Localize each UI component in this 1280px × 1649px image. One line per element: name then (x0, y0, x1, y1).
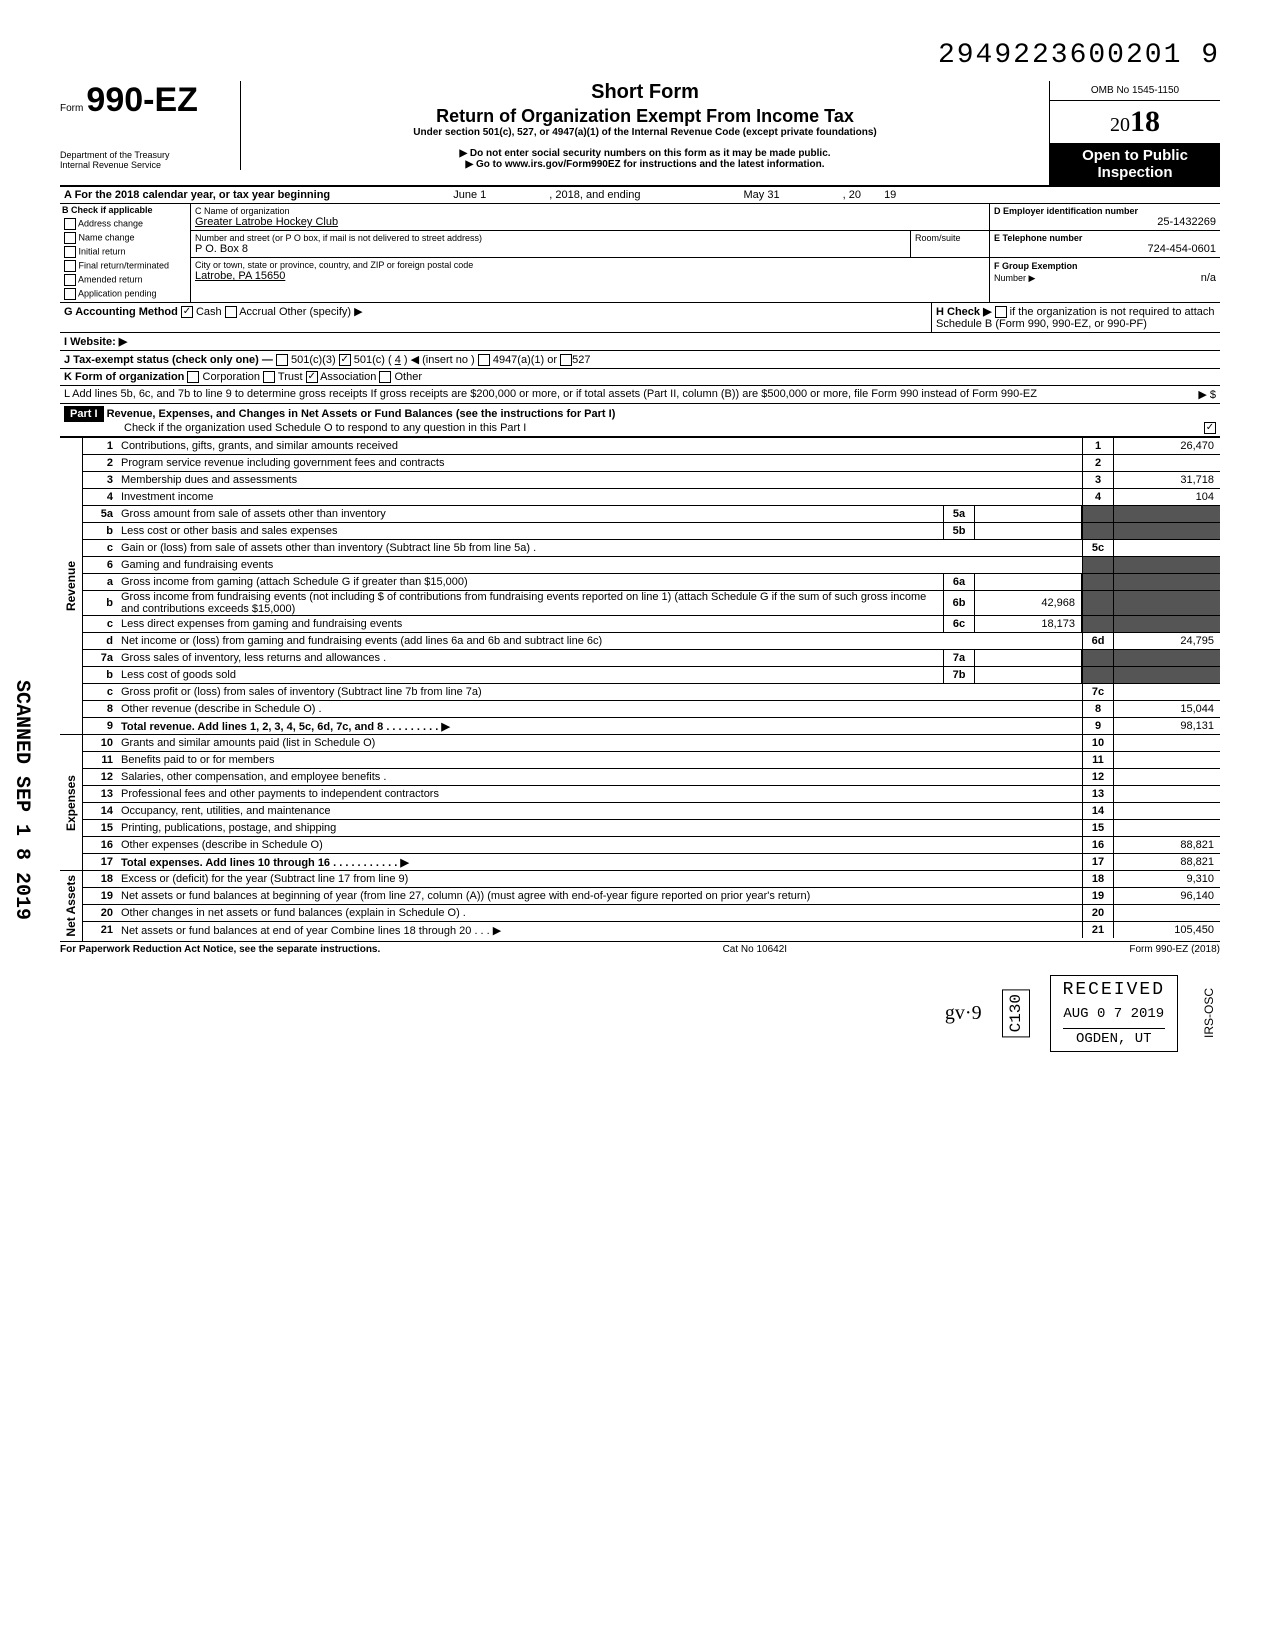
line-a: A For the 2018 calendar year, or tax yea… (60, 187, 1220, 204)
org-name: Greater Latrobe Hockey Club (195, 216, 985, 228)
j-label: J Tax-exempt status (check only one) — (64, 354, 273, 366)
footer-mid: Cat No 10642I (723, 944, 788, 955)
k-trust-checkbox[interactable] (263, 371, 275, 383)
h-checkbox[interactable] (995, 306, 1007, 318)
b-check-item[interactable]: Initial return (62, 245, 188, 259)
footer-left: For Paperwork Reduction Act Notice, see … (60, 944, 380, 955)
j-501c3-checkbox[interactable] (276, 354, 288, 366)
open-public-2: Inspection (1054, 164, 1216, 181)
city: Latrobe, PA 15650 (195, 270, 985, 282)
c130-stamp: C130 (1002, 989, 1030, 1037)
line-row: 3Membership dues and assessments331,718 (83, 471, 1220, 488)
phone: 724-454-0601 (994, 243, 1216, 255)
line-row: 8Other revenue (describe in Schedule O) … (83, 700, 1220, 717)
line-row: 1Contributions, gifts, grants, and simil… (83, 438, 1220, 454)
i-label: I Website: ▶ (64, 336, 127, 348)
open-public-1: Open to Public (1054, 147, 1216, 164)
scanned-stamp: SCANNED SEP 1 8 2019 (10, 680, 33, 920)
dept-line1: Department of the Treasury (60, 150, 230, 160)
irs-osc-stamp: IRS-OSC (1198, 984, 1220, 1042)
form-title-1: Short Form (251, 81, 1039, 104)
line-row: 20Other changes in net assets or fund ba… (83, 904, 1220, 921)
part1-check-text: Check if the organization used Schedule … (124, 422, 526, 434)
addr: P O. Box 8 (195, 243, 906, 255)
cash-checkbox[interactable]: ✓ (181, 306, 193, 318)
c-label: C Name of organization (195, 206, 985, 216)
f-label2: Number ▶ (994, 273, 1035, 283)
part1-checkbox[interactable]: ✓ (1204, 422, 1216, 434)
e-label: E Telephone number (994, 233, 1216, 243)
omb-number: OMB No 1545-1150 (1050, 81, 1220, 101)
footer-right: Form 990-EZ (2018) (1129, 944, 1220, 955)
line-row: cGain or (loss) from sale of assets othe… (83, 539, 1220, 556)
line-row: dNet income or (loss) from gaming and fu… (83, 632, 1220, 649)
d-label: D Employer identification number (994, 206, 1216, 216)
line-row: 13Professional fees and other payments t… (83, 785, 1220, 802)
line-row: cLess direct expenses from gaming and fu… (83, 615, 1220, 632)
revenue-label: Revenue (62, 557, 80, 615)
line-row: 2Program service revenue including gover… (83, 454, 1220, 471)
form-year: 2018 (1050, 101, 1220, 143)
received-stamp: RECEIVED AUG 0 7 2019 OGDEN, UT (1050, 975, 1178, 1052)
line-row: 5aGross amount from sale of assets other… (83, 505, 1220, 522)
h-label: H Check ▶ (936, 306, 992, 318)
k-other-checkbox[interactable] (379, 371, 391, 383)
b-check-item[interactable]: Application pending (62, 287, 188, 301)
line-row: 16Other expenses (describe in Schedule O… (83, 836, 1220, 853)
line-row: 21Net assets or fund balances at end of … (83, 921, 1220, 938)
line-row: 18Excess or (deficit) for the year (Subt… (83, 871, 1220, 887)
k-label: K Form of organization (64, 371, 184, 383)
b-check-item[interactable]: Amended return (62, 273, 188, 287)
l-text: L Add lines 5b, 6c, and 7b to line 9 to … (64, 388, 1037, 400)
line-row: 17Total expenses. Add lines 10 through 1… (83, 853, 1220, 870)
city-label: City or town, state or province, country… (195, 260, 985, 270)
line-row: 7aGross sales of inventory, less returns… (83, 649, 1220, 666)
line-row: 4Investment income4104 (83, 488, 1220, 505)
instruction-2: ▶ Go to www.irs.gov/Form990EZ for instru… (251, 159, 1039, 170)
g-label: G Accounting Method (64, 306, 178, 318)
k-assoc-checkbox[interactable]: ✓ (306, 371, 318, 383)
line-row: bLess cost or other basis and sales expe… (83, 522, 1220, 539)
j-527-checkbox[interactable] (560, 354, 572, 366)
line-row: 15Printing, publications, postage, and s… (83, 819, 1220, 836)
k-corp-checkbox[interactable] (187, 371, 199, 383)
j-4947-checkbox[interactable] (478, 354, 490, 366)
line-row: bGross income from fundraising events (n… (83, 590, 1220, 615)
line-row: aGross income from gaming (attach Schedu… (83, 573, 1220, 590)
f-value: n/a (1201, 272, 1216, 284)
j-501c-checkbox[interactable]: ✓ (339, 354, 351, 366)
f-label: F Group Exemption (994, 261, 1078, 271)
ein: 25-1432269 (994, 216, 1216, 228)
signature: gv·9 (945, 1002, 982, 1025)
b-check-item[interactable]: Name change (62, 231, 188, 245)
netassets-label: Net Assets (62, 871, 80, 941)
part1-label: Part I (64, 406, 104, 422)
line-row: 12Salaries, other compensation, and empl… (83, 768, 1220, 785)
b-check-item[interactable]: Final return/terminated (62, 259, 188, 273)
form-subtitle: Under section 501(c), 527, or 4947(a)(1)… (251, 127, 1039, 138)
line-row: cGross profit or (loss) from sales of in… (83, 683, 1220, 700)
form-title-2: Return of Organization Exempt From Incom… (251, 106, 1039, 127)
line-row: 19Net assets or fund balances at beginni… (83, 887, 1220, 904)
header-number: 2949223600201 9 (60, 40, 1220, 71)
line-row: 14Occupancy, rent, utilities, and mainte… (83, 802, 1220, 819)
instruction-1: ▶ Do not enter social security numbers o… (251, 148, 1039, 159)
b-check-item[interactable]: Address change (62, 217, 188, 231)
line-row: 6Gaming and fundraising events (83, 556, 1220, 573)
line-row: 11Benefits paid to or for members11 (83, 751, 1220, 768)
form-word: Form (60, 103, 83, 114)
line-row: 9Total revenue. Add lines 1, 2, 3, 4, 5c… (83, 717, 1220, 734)
room-label: Room/suite (910, 231, 989, 257)
addr-label: Number and street (or P O box, if mail i… (195, 233, 906, 243)
accrual-checkbox[interactable] (225, 306, 237, 318)
line-row: bLess cost of goods sold7b (83, 666, 1220, 683)
section-b: B Check if applicable Address change Nam… (60, 204, 1220, 303)
form-number: 990-EZ (86, 81, 198, 119)
form-header: Form 990-EZ Department of the Treasury I… (60, 81, 1220, 187)
dept-line2: Internal Revenue Service (60, 160, 230, 170)
expenses-label: Expenses (62, 771, 80, 835)
part1-title: Revenue, Expenses, and Changes in Net As… (107, 408, 616, 420)
line-row: 10Grants and similar amounts paid (list … (83, 735, 1220, 751)
l-arrow: ▶ $ (1092, 386, 1220, 403)
